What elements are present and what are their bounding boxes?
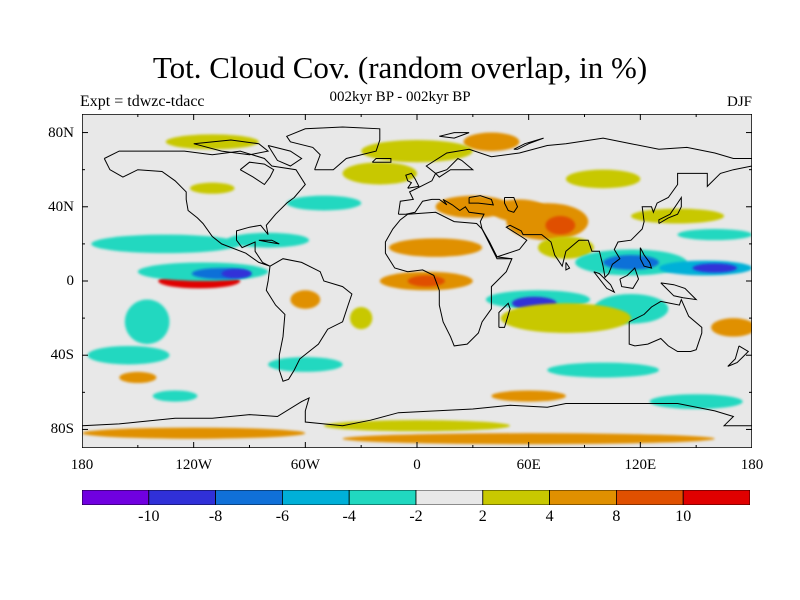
colorbar-tick-label: -4 xyxy=(342,508,356,525)
contour-region-30 xyxy=(692,263,738,273)
colorbar-swatch xyxy=(281,490,350,505)
lon-tick-label: 120W xyxy=(175,457,212,473)
contour-region-13 xyxy=(189,182,235,194)
contour-region-10 xyxy=(152,390,198,402)
contour-region-40 xyxy=(342,433,715,445)
colorbar-swatch xyxy=(616,490,684,505)
contour-region-7 xyxy=(124,299,170,345)
contour-region-12 xyxy=(350,306,373,330)
lat-tick-label: 40N xyxy=(48,198,74,215)
coastline-hudson-bay xyxy=(239,161,275,186)
contour-region-14 xyxy=(286,195,362,211)
contour-region-44 xyxy=(631,208,725,224)
coastline-borneo xyxy=(619,267,640,289)
coastline-greenland xyxy=(285,126,381,171)
lat-tick-label: 0 xyxy=(66,273,75,289)
coastline-north-america xyxy=(103,150,306,267)
contour-region-9 xyxy=(119,371,157,384)
chart-subtitle: 002kyr BP - 002kyr BP xyxy=(329,89,471,105)
lat-tick-label: 80S xyxy=(50,421,74,438)
lat-tick-label: 40S xyxy=(50,347,74,364)
coastline-sumatra xyxy=(593,271,616,294)
contour-region-5 xyxy=(91,234,241,254)
contour-region-23 xyxy=(537,236,594,259)
colorbar-swatch xyxy=(682,490,750,505)
coastline-caspian xyxy=(504,197,519,213)
contour-region-19 xyxy=(435,195,511,218)
contour-region-34 xyxy=(500,303,632,333)
colorbar-tick-label: 4 xyxy=(545,508,554,525)
colorbar-tick-label: 10 xyxy=(675,508,692,525)
contour-region-45 xyxy=(677,229,752,241)
contour-region-41 xyxy=(323,420,511,432)
lon-tick-label: 120E xyxy=(624,457,657,473)
colorbar-tick-label: 2 xyxy=(478,508,487,525)
coastline-svalbard xyxy=(439,132,470,139)
contour-region-11 xyxy=(290,290,321,309)
season-label: DJF xyxy=(726,94,752,110)
contour-region-39 xyxy=(82,427,306,439)
colorbar-tick-label: -8 xyxy=(208,508,223,525)
coastline-japan xyxy=(658,195,682,224)
colorbar-swatch xyxy=(549,490,617,505)
contour-region-24 xyxy=(463,132,520,152)
coastline-cuba xyxy=(258,239,280,245)
coastline-scandinavia-sea xyxy=(435,157,475,178)
contour-region-18 xyxy=(389,238,483,257)
lon-tick-label: 60E xyxy=(516,457,541,473)
experiment-label: Expt = tdwzc-tdacc xyxy=(80,93,205,110)
coastline-south-america xyxy=(265,258,353,382)
map-plot xyxy=(82,114,752,448)
coastline-new-zealand xyxy=(727,345,750,367)
colorbar-swatch xyxy=(482,490,550,505)
coastline-arabia xyxy=(481,228,512,260)
coastline-antarctica xyxy=(82,396,752,427)
coastline-eurasia xyxy=(397,137,752,279)
lat-tick-label: 80N xyxy=(48,124,74,141)
colorbar-swatch xyxy=(82,490,150,505)
contour-region-37 xyxy=(547,362,659,378)
colorbar-swatch xyxy=(348,490,417,505)
contour-region-43 xyxy=(565,169,641,189)
contour-region-4 xyxy=(221,268,252,279)
colorbar-swatch xyxy=(148,490,217,505)
coastline-iceland xyxy=(371,158,392,163)
coastline-new-guinea xyxy=(660,282,698,301)
contour-region-15 xyxy=(342,162,417,185)
coastline-baffin xyxy=(267,145,303,167)
coastline-philippines xyxy=(639,247,653,269)
lon-tick-label: 180 xyxy=(70,457,94,473)
colorbar-tick-label: -6 xyxy=(275,508,290,525)
colorbar-swatch xyxy=(415,490,484,505)
colorbar-tick-label: -2 xyxy=(409,508,423,525)
colorbar-tick-label: -10 xyxy=(138,508,160,525)
contour-region-17 xyxy=(407,275,445,287)
coastline-uk xyxy=(405,172,420,189)
contour-region-22 xyxy=(545,216,576,235)
lon-tick-label: 180 xyxy=(740,457,764,473)
coastline-black-sea xyxy=(468,195,495,206)
contour-region-36 xyxy=(491,390,566,402)
coastline-novaya-zemlya xyxy=(513,137,544,150)
colorbar-swatch xyxy=(215,490,283,505)
coastline-australia xyxy=(628,298,703,352)
coastline-canadian-islands xyxy=(193,139,270,156)
lon-tick-label: 0 xyxy=(413,457,421,473)
colorbar-tick-label: 8 xyxy=(612,508,621,525)
lon-tick-label: 60W xyxy=(290,457,320,473)
contour-region-8 xyxy=(87,345,170,365)
coastline-madagascar xyxy=(498,302,511,328)
colorbar xyxy=(82,490,750,505)
coastline-africa xyxy=(384,211,513,347)
contour-region-38 xyxy=(268,357,343,372)
contour-region-42 xyxy=(649,394,743,410)
contour-region-25 xyxy=(361,139,473,163)
chart-title: Tot. Cloud Cov. (random overlap, in %) xyxy=(152,50,648,85)
contour-region-35 xyxy=(711,318,752,337)
coastline-sri-lanka xyxy=(565,262,571,271)
